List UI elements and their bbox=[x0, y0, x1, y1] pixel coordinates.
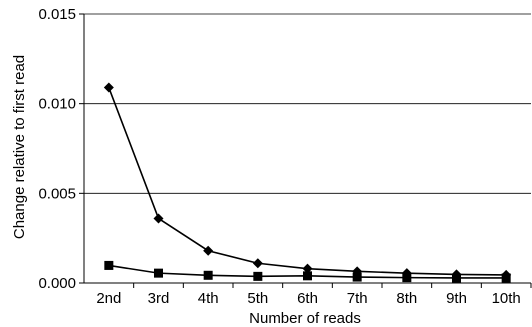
data-point-diamond bbox=[302, 263, 313, 274]
data-point-square bbox=[154, 268, 163, 278]
x-tick-label: 2nd bbox=[96, 290, 121, 307]
data-point-square bbox=[402, 273, 412, 283]
y-tick-label: 0.015 bbox=[38, 6, 76, 23]
data-point-square bbox=[253, 271, 263, 281]
data-point-diamond bbox=[252, 258, 263, 269]
x-tick-label: 6th bbox=[297, 290, 318, 307]
y-tick-label: 0.005 bbox=[38, 185, 76, 202]
data-point-diamond bbox=[153, 213, 164, 224]
axes bbox=[79, 13, 532, 288]
series-line-1 bbox=[108, 87, 507, 276]
data-series bbox=[103, 82, 512, 283]
data-point-square bbox=[203, 270, 213, 280]
y-tick-label: 0.000 bbox=[38, 275, 76, 292]
x-tick-label: 10th bbox=[492, 290, 521, 307]
gridlines bbox=[84, 13, 531, 194]
data-point-diamond bbox=[103, 82, 114, 93]
x-tick-label: 7th bbox=[347, 290, 368, 307]
x-tick-label: 9th bbox=[446, 290, 467, 307]
data-point-diamond bbox=[203, 245, 214, 256]
x-tick-label: 8th bbox=[396, 290, 417, 307]
x-tick-label: 3rd bbox=[148, 290, 170, 307]
data-point-square bbox=[452, 273, 461, 283]
y-axis-title: Change relative to first read bbox=[11, 55, 28, 239]
data-point-square bbox=[352, 272, 362, 282]
x-axis-title: Number of reads bbox=[249, 310, 361, 327]
x-tick-label: 5th bbox=[247, 290, 268, 307]
data-point-square bbox=[104, 260, 114, 270]
x-tick-label: 4th bbox=[198, 290, 219, 307]
tick-labels: 0.000 0.005 0.010 0.015 2nd 3rd 4th 5th 6th 7th 8t… bbox=[38, 6, 520, 307]
data-point-square bbox=[303, 271, 312, 281]
y-tick-label: 0.010 bbox=[38, 96, 76, 113]
data-point-square bbox=[501, 273, 511, 283]
